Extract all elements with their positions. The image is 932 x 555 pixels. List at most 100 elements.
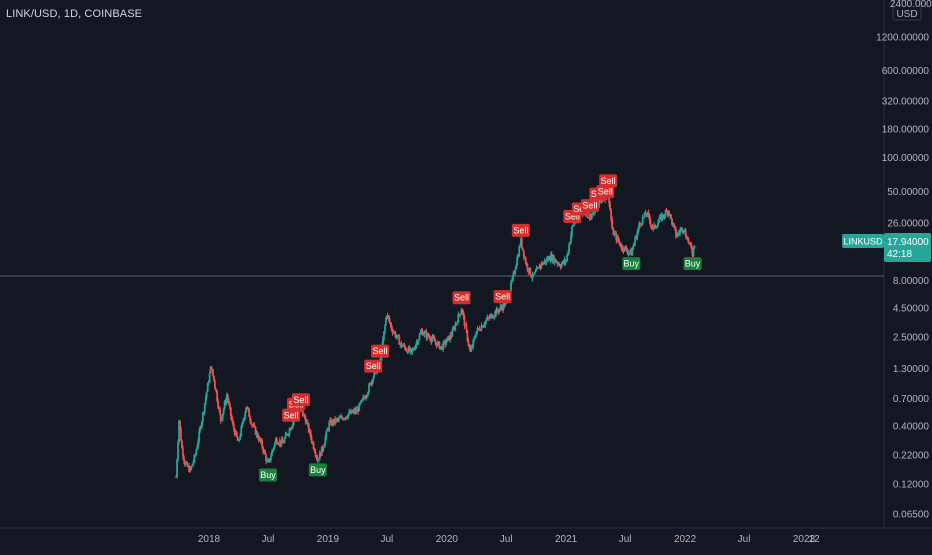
candle-body <box>589 214 591 218</box>
x-tick-label: Jul <box>619 534 632 545</box>
candle-body <box>554 258 557 263</box>
candle-body <box>512 272 515 278</box>
candle-body <box>204 397 207 404</box>
candle-body <box>620 245 623 249</box>
candle-body <box>274 438 277 443</box>
signal-bg <box>683 257 702 271</box>
symbol-tag-bg <box>842 234 884 248</box>
candle-body <box>210 366 212 370</box>
candle-body <box>208 373 211 383</box>
candle-body <box>265 454 267 461</box>
candle-body <box>457 314 460 323</box>
y-tick-label: 4.50000 <box>893 304 930 315</box>
candle-body <box>452 328 455 330</box>
candle-body <box>213 380 216 387</box>
candle-body <box>464 324 467 326</box>
candle-body <box>428 336 431 338</box>
candle-body <box>672 223 674 225</box>
candle-body <box>552 255 555 263</box>
candle-body <box>266 459 268 461</box>
signal-bg <box>599 174 618 188</box>
candle-body <box>480 325 483 331</box>
candle-body <box>411 349 414 352</box>
candle-body <box>407 347 410 353</box>
x-tick-label: Jul <box>500 534 513 545</box>
candle-body <box>442 342 445 350</box>
signal-bg <box>596 185 615 199</box>
candle-body <box>301 410 304 416</box>
candle-body <box>535 268 538 272</box>
candle-body <box>434 341 437 343</box>
candle-body <box>529 267 532 275</box>
signal-bg <box>493 290 512 304</box>
candle-body <box>318 452 321 460</box>
candle-body <box>270 451 273 457</box>
candle-body <box>373 372 376 378</box>
candle-body <box>563 259 566 264</box>
signal-bg <box>622 257 641 271</box>
candle-body <box>183 456 185 461</box>
price-tag: LINKUSD 17.94000 42:18 <box>842 233 931 262</box>
candle-body <box>549 254 552 261</box>
candle-body <box>197 440 200 447</box>
signal-label: Buy <box>260 470 276 480</box>
candle-body <box>403 344 406 348</box>
candle-body <box>609 203 612 210</box>
candle-body <box>199 427 202 431</box>
candle-body <box>532 274 535 276</box>
candle-body <box>233 429 236 436</box>
candle-body <box>568 244 570 253</box>
candle-body <box>536 267 539 269</box>
candle-body <box>472 339 475 347</box>
candle-body <box>537 266 540 268</box>
candle-body <box>397 335 400 337</box>
candle-body <box>270 456 272 461</box>
candle-body <box>201 412 204 423</box>
candle-body <box>687 237 690 243</box>
candle-body <box>503 303 506 307</box>
signal-bg <box>258 468 277 482</box>
candle-body <box>176 459 178 477</box>
candle-body <box>422 334 425 336</box>
candle-body <box>569 241 571 245</box>
candle-body <box>519 245 522 247</box>
candle-body <box>269 458 271 461</box>
signal-label: Sell <box>454 293 469 303</box>
candle-body <box>467 340 470 345</box>
signal-label: Sell <box>284 410 299 420</box>
candle-body <box>493 316 496 318</box>
candle-body <box>319 452 322 456</box>
candle-body <box>219 414 222 422</box>
candle-body <box>327 429 330 431</box>
candle-body <box>657 222 659 227</box>
candle-body <box>366 395 368 397</box>
candle-body <box>432 336 435 339</box>
candle-body <box>257 437 260 441</box>
time-axis[interactable]: 2018 Jul 2019 Jul 2020 Jul 2021 Jul 2022 Jul 20231… <box>198 534 820 545</box>
candle-body <box>471 346 474 348</box>
candle-body <box>275 438 278 444</box>
currency-box[interactable]: 2400.00000 USD <box>890 0 932 21</box>
signal-label: Sell <box>513 225 528 235</box>
candle-body <box>232 424 235 430</box>
candle-body <box>527 269 530 272</box>
candle-body <box>615 233 618 241</box>
price-axis[interactable]: 1200.00000 600.00000 320.00000 180.00000 100… <box>876 33 929 521</box>
candle-body <box>492 317 495 319</box>
signal-bg <box>452 291 471 305</box>
candle-body <box>600 200 603 202</box>
candle-body <box>546 258 549 261</box>
candle-body <box>309 430 312 438</box>
candle-body <box>525 263 528 265</box>
candle-body <box>258 437 261 441</box>
x-tick-label: Jul <box>738 534 751 545</box>
candle-body <box>324 437 327 445</box>
candle-body <box>566 254 569 261</box>
candle-body <box>359 402 362 404</box>
candle-body <box>344 416 347 419</box>
candle-body <box>523 256 526 258</box>
candle-body <box>624 246 627 248</box>
candle-body <box>347 414 350 418</box>
